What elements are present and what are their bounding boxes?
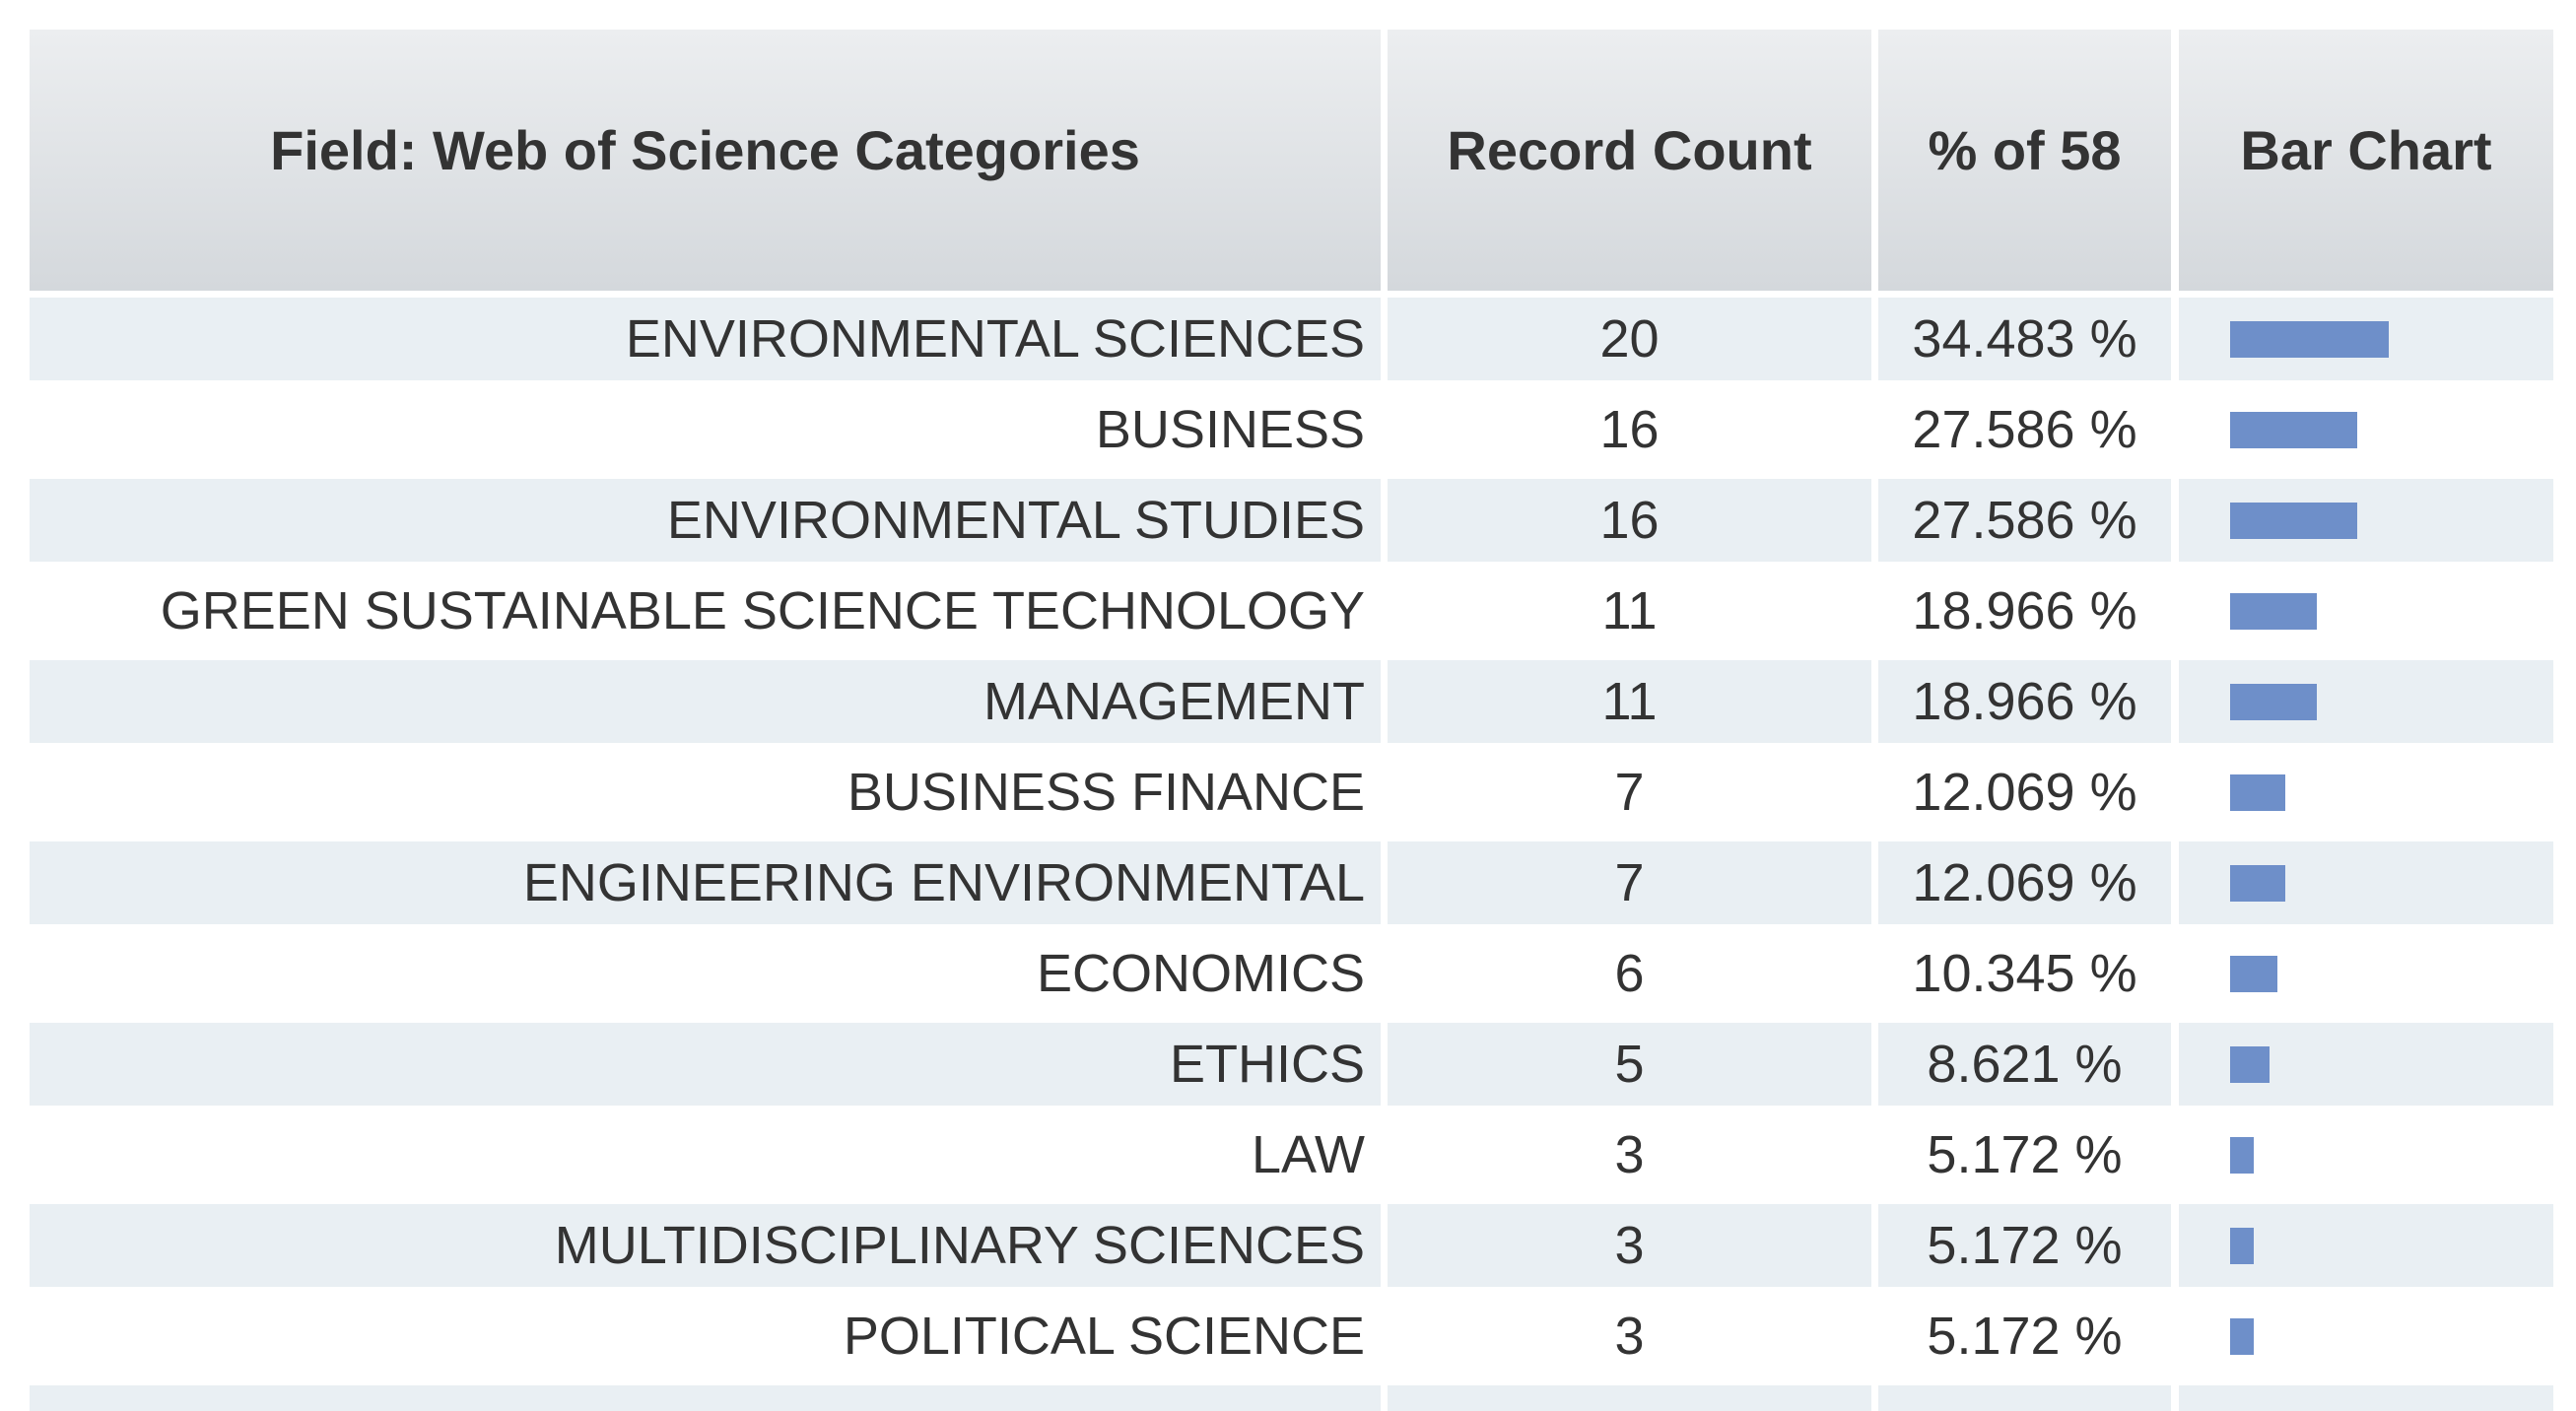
count-cell: 3	[1388, 1204, 1871, 1287]
category-cell: GREEN SUSTAINABLE SCIENCE TECHNOLOGY	[160, 581, 1365, 640]
category-cell: MANAGEMENT	[30, 660, 1381, 743]
count-cell: 11	[1601, 581, 1658, 640]
percent-cell: 12.069 %	[1878, 841, 2171, 924]
row-partial	[2179, 1385, 2553, 1411]
bar	[2230, 773, 2286, 811]
percent-cell: 27.586 %	[1878, 479, 2171, 562]
bar	[2230, 502, 2357, 539]
bar	[2230, 1136, 2255, 1174]
percent-cell: 10.345 %	[1912, 944, 2137, 1003]
percent-cell: 18.966 %	[1912, 581, 2137, 640]
row-partial	[1878, 1385, 2171, 1411]
column-header: Record Count	[1388, 30, 1871, 291]
percent-cell: 5.172 %	[1927, 1307, 2123, 1366]
bar	[2230, 955, 2278, 992]
column-header: % of 58	[1878, 30, 2171, 291]
bar	[2230, 864, 2286, 902]
row-partial	[30, 1385, 1381, 1411]
percent-cell: 34.483 %	[1878, 298, 2171, 380]
bar	[2230, 592, 2318, 630]
category-cell: BUSINESS FINANCE	[847, 763, 1365, 822]
category-cell: ENVIRONMENTAL SCIENCES	[30, 298, 1381, 380]
bar	[2230, 411, 2357, 448]
category-cell: BUSINESS	[1095, 400, 1365, 459]
category-cell: POLITICAL SCIENCE	[843, 1307, 1365, 1366]
count-cell: 3	[1614, 1125, 1645, 1184]
percent-cell: 5.172 %	[1878, 1204, 2171, 1287]
category-cell: ETHICS	[30, 1023, 1381, 1106]
count-cell: 7	[1614, 763, 1645, 822]
bar	[2230, 1227, 2255, 1264]
column-header: Field: Web of Science Categories	[30, 30, 1381, 291]
bar	[2230, 1317, 2255, 1355]
count-cell: 6	[1614, 944, 1645, 1003]
percent-cell: 12.069 %	[1912, 763, 2137, 822]
percent-cell: 18.966 %	[1878, 660, 2171, 743]
column-header: Bar Chart	[2179, 30, 2553, 291]
category-cell: ECONOMICS	[1036, 944, 1365, 1003]
category-cell: LAW	[1251, 1125, 1365, 1184]
percent-cell: 5.172 %	[1927, 1125, 2123, 1184]
percent-cell: 8.621 %	[1878, 1023, 2171, 1106]
bar	[2230, 683, 2318, 720]
bar	[2230, 1045, 2271, 1083]
bar	[2230, 320, 2389, 358]
count-cell: 16	[1599, 400, 1660, 459]
category-cell: MULTIDISCIPLINARY SCIENCES	[30, 1204, 1381, 1287]
count-cell: 11	[1388, 660, 1871, 743]
count-cell: 20	[1388, 298, 1871, 380]
count-cell: 5	[1388, 1023, 1871, 1106]
count-cell: 16	[1388, 479, 1871, 562]
row-partial	[1388, 1385, 1871, 1411]
category-cell: ENGINEERING ENVIRONMENTAL	[30, 841, 1381, 924]
category-cell: ENVIRONMENTAL STUDIES	[30, 479, 1381, 562]
percent-cell: 27.586 %	[1912, 400, 2137, 459]
count-cell: 3	[1614, 1307, 1645, 1366]
count-cell: 7	[1388, 841, 1871, 924]
